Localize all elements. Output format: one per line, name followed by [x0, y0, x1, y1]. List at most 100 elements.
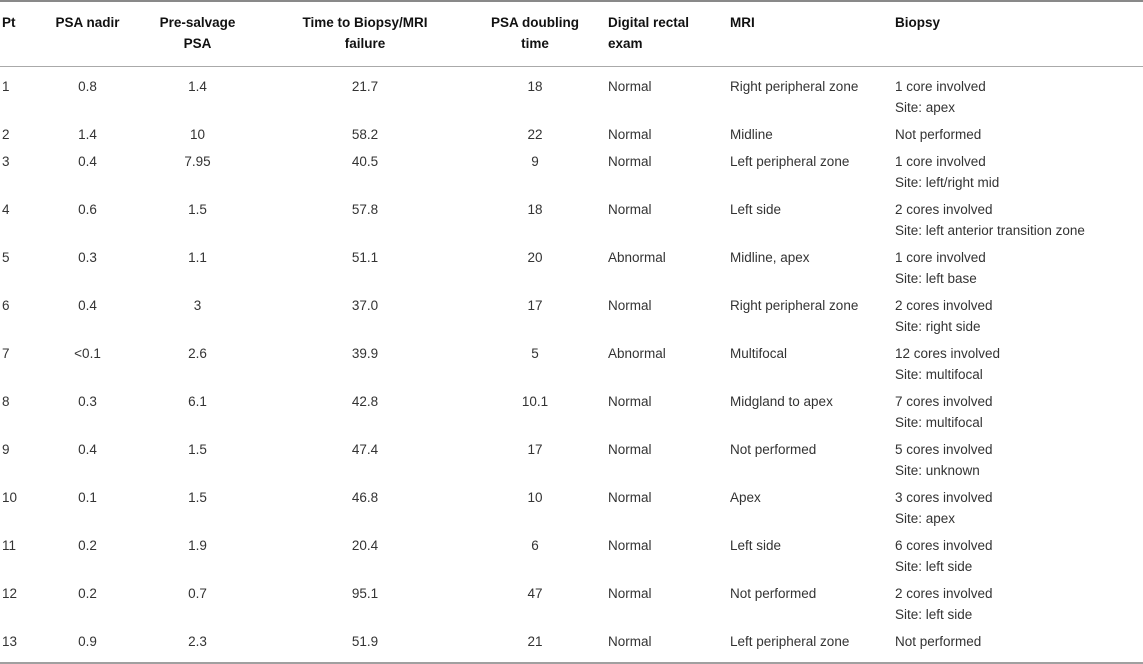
- cell-time-to-failure: 21.7: [351, 79, 379, 94]
- cell-mri: Midline, apex: [730, 250, 810, 265]
- cell-psa-doubling-time: 6: [531, 538, 539, 553]
- biopsy-line-1: 1 core involved: [895, 154, 986, 169]
- cell-digital-rectal-exam: Abnormal: [608, 250, 666, 265]
- table-row: 11 0.2 1.9 20.4 6 Normal Left side 6 cor…: [0, 532, 1143, 580]
- cell-pre-salvage-psa: 2.3: [188, 634, 207, 649]
- table-row: 6 0.4 3 37.0 17 Normal Right peripheral …: [0, 292, 1143, 340]
- biopsy-line-1: 2 cores involved: [895, 202, 993, 217]
- cell-digital-rectal-exam: Normal: [608, 394, 652, 409]
- cell-biopsy: 12 cores involved Site: multifocal: [893, 340, 1143, 388]
- biopsy-line-1: 3 cores involved: [895, 490, 993, 505]
- cell-psa-nadir: 0.2: [78, 586, 97, 601]
- biopsy-line-1: 2 cores involved: [895, 586, 993, 601]
- biopsy-line-2: Site: left side: [895, 559, 973, 574]
- column-header-biopsy: Biopsy: [893, 1, 1143, 67]
- cell-pt: 11: [2, 538, 17, 553]
- biopsy-line-2: Site: left/right mid: [895, 175, 1000, 190]
- cell-time-to-failure: 40.5: [351, 154, 379, 169]
- cell-psa-nadir: 0.6: [78, 202, 97, 217]
- table-row: 1 0.8 1.4 21.7 18 Normal Right periphera…: [0, 67, 1143, 122]
- cell-mri: Left peripheral zone: [730, 154, 850, 169]
- table-row: 12 0.2 0.7 95.1 47 Normal Not performed …: [0, 580, 1143, 628]
- cell-mri: Midline: [730, 127, 773, 142]
- cell-mri: Midgland to apex: [730, 394, 833, 409]
- biopsy-line-1: Not performed: [895, 127, 982, 142]
- cell-pre-salvage-psa: 1.9: [188, 538, 207, 553]
- cell-psa-doubling-time: 18: [527, 79, 543, 94]
- cell-digital-rectal-exam: Normal: [608, 634, 652, 649]
- cell-biopsy: 2 cores involved Site: left anterior tra…: [893, 196, 1143, 244]
- cell-psa-nadir: 0.2: [78, 538, 97, 553]
- table-row: 4 0.6 1.5 57.8 18 Normal Left side 2 cor…: [0, 196, 1143, 244]
- cell-pre-salvage-psa: 3: [193, 298, 202, 313]
- cell-psa-nadir: <0.1: [74, 346, 101, 361]
- cell-pt: 3: [2, 154, 10, 169]
- biopsy-line-2: Site: apex: [895, 100, 956, 115]
- cell-mri: Right peripheral zone: [730, 298, 859, 313]
- biopsy-line-2: Site: multifocal: [895, 367, 983, 382]
- column-header-pre-salvage-psa: Pre-salvage PSA: [135, 1, 260, 67]
- cell-pt: 1: [2, 79, 10, 94]
- header-row: Pt PSA nadir Pre-salvage PSA Time to Bio…: [0, 1, 1143, 67]
- cell-pt: 13: [2, 634, 18, 649]
- column-header-digital-rectal-exam-label: Digital rectal exam: [608, 15, 690, 51]
- column-header-time-to-failure-label: Time to Biopsy/MRI failure: [302, 15, 428, 51]
- cell-digital-rectal-exam: Normal: [608, 127, 652, 142]
- cell-digital-rectal-exam: Abnormal: [608, 346, 666, 361]
- cell-pre-salvage-psa: 10: [189, 127, 206, 142]
- biopsy-line-1: 1 core involved: [895, 79, 986, 94]
- biopsy-line-2: Site: left side: [895, 607, 973, 622]
- column-header-pt-label: Pt: [2, 15, 16, 30]
- cell-psa-nadir: 0.3: [78, 250, 97, 265]
- column-header-psa-nadir-label: PSA nadir: [55, 15, 120, 30]
- cell-biopsy: 2 cores involved Site: left side: [893, 580, 1143, 628]
- cell-psa-doubling-time: 10.1: [521, 394, 549, 409]
- biopsy-line-1: Not performed: [895, 634, 982, 649]
- cell-psa-doubling-time: 22: [527, 127, 543, 142]
- cell-digital-rectal-exam: Normal: [608, 154, 652, 169]
- column-header-digital-rectal-exam: Digital rectal exam: [600, 1, 728, 67]
- cell-mri: Apex: [730, 490, 761, 505]
- cell-psa-nadir: 0.8: [78, 79, 97, 94]
- table-row: 2 1.4 10 58.2 22 Normal Midline Not perf…: [0, 121, 1143, 148]
- column-header-pt: Pt: [0, 1, 40, 67]
- cell-pt: 2: [2, 127, 10, 142]
- cell-psa-nadir: 0.4: [78, 154, 97, 169]
- biopsy-line-2: Site: left anterior transition zone: [895, 223, 1085, 238]
- cell-time-to-failure: 51.9: [351, 634, 379, 649]
- column-header-pre-salvage-psa-label: Pre-salvage PSA: [159, 15, 236, 51]
- cell-pre-salvage-psa: 1.1: [188, 250, 207, 265]
- cell-pre-salvage-psa: 1.4: [188, 79, 207, 94]
- cell-biopsy: 6 cores involved Site: left side: [893, 532, 1143, 580]
- biopsy-line-2: Site: left base: [895, 271, 977, 286]
- cell-psa-doubling-time: 47: [527, 586, 543, 601]
- cell-psa-doubling-time: 17: [527, 442, 543, 457]
- biopsy-line-1: 5 cores involved: [895, 442, 993, 457]
- cell-psa-doubling-time: 18: [527, 202, 543, 217]
- cell-mri: Right peripheral zone: [730, 79, 859, 94]
- column-header-time-to-failure: Time to Biopsy/MRI failure: [260, 1, 470, 67]
- cell-digital-rectal-exam: Normal: [608, 490, 652, 505]
- cell-mri: Left side: [730, 538, 782, 553]
- cell-pt: 10: [2, 490, 18, 505]
- cell-psa-doubling-time: 17: [527, 298, 543, 313]
- cell-biopsy: 2 cores involved Site: right side: [893, 292, 1143, 340]
- cell-time-to-failure: 51.1: [351, 250, 379, 265]
- cell-pre-salvage-psa: 2.6: [188, 346, 207, 361]
- biopsy-line-1: 12 cores involved: [895, 346, 1001, 361]
- cell-pre-salvage-psa: 6.1: [188, 394, 207, 409]
- table-header: Pt PSA nadir Pre-salvage PSA Time to Bio…: [0, 1, 1143, 67]
- cell-mri: Not performed: [730, 442, 817, 457]
- cell-mri: Left peripheral zone: [730, 634, 850, 649]
- cell-psa-doubling-time: 10: [527, 490, 543, 505]
- cell-time-to-failure: 47.4: [351, 442, 379, 457]
- biopsy-line-1: 7 cores involved: [895, 394, 993, 409]
- cell-biopsy: Not performed: [893, 628, 1143, 663]
- cell-pt: 5: [2, 250, 10, 265]
- column-header-psa-doubling-time: PSA doubling time: [470, 1, 600, 67]
- table-row: 13 0.9 2.3 51.9 21 Normal Left periphera…: [0, 628, 1143, 663]
- cell-biopsy: Not performed: [893, 121, 1143, 148]
- cell-biopsy: 3 cores involved Site: apex: [893, 484, 1143, 532]
- table-row: 5 0.3 1.1 51.1 20 Abnormal Midline, apex…: [0, 244, 1143, 292]
